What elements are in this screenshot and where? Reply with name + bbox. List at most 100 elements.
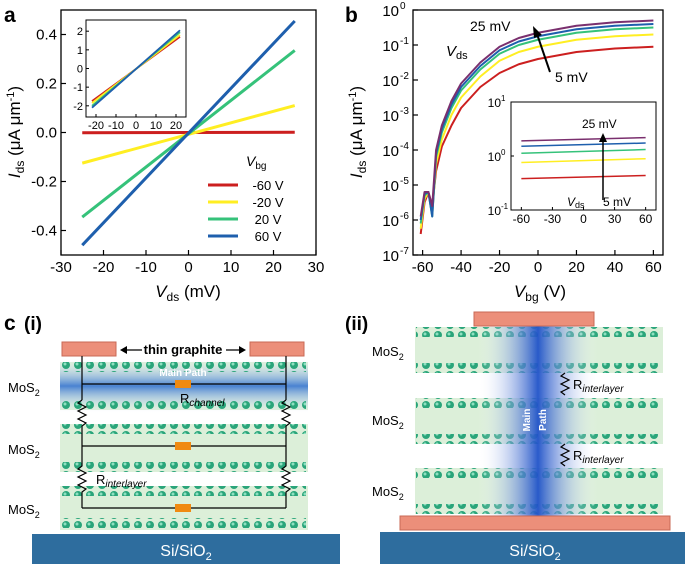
panel-a-series [81, 19, 296, 247]
legend-label: -60 V [252, 178, 283, 193]
ii-mos2-label-1: MoS2 [372, 344, 404, 362]
inset-y-tick-exponent: 0 [501, 148, 506, 157]
mos2-label-3: MoS2 [8, 502, 40, 520]
ii-resistor-2 [559, 443, 571, 467]
x-tick-label: 10 [223, 259, 240, 276]
x-tick-label: 40 [607, 259, 624, 276]
annot-arrowhead [533, 26, 542, 38]
legend-label: 60 V [255, 229, 282, 244]
inset-x-tick-label: -10 [108, 120, 124, 132]
inset-annot-25mv: 25 mV [582, 117, 617, 131]
graphite-left [61, 341, 117, 357]
y-tick-exponent: -7 [400, 246, 409, 257]
panel-label-cii: (ii) [345, 314, 368, 335]
atoms-l1-top [62, 362, 306, 372]
y-tick-label: 10 [382, 178, 399, 195]
thin-graphite-label: thin graphite [144, 342, 223, 357]
inset-series-line [521, 142, 646, 148]
inset-y-tick-label: 0 [77, 64, 83, 76]
inset-y-tick-exponent: 1 [501, 94, 506, 103]
ii-r-interlayer-1: Rinterlayer [573, 377, 624, 395]
ii-mos2-label-2: MoS2 [372, 413, 404, 431]
substrate-ii [380, 532, 685, 564]
x-tick-label: -20 [489, 259, 511, 276]
resistor-channel-2 [175, 442, 191, 450]
y-tick-label: 10 [382, 73, 399, 90]
y-tick-exponent: -4 [400, 141, 409, 152]
panel-label-c: c [4, 312, 16, 335]
inset-series-line [521, 157, 646, 164]
x-tick-label: 30 [308, 259, 325, 276]
mos2-label-1: MoS2 [8, 380, 40, 398]
substrate-label-i: Si/SiO2 [160, 543, 211, 563]
inset-x-tick-label: 0 [580, 212, 587, 226]
inset-b-series [521, 136, 646, 180]
y-tick-exponent: -1 [400, 36, 409, 47]
main-path-vertical: Main [522, 409, 533, 432]
panel-b-ylabel: Ids (μA μm-1) [347, 86, 369, 178]
panel-label-b: b [345, 4, 358, 27]
inset-y-tick-label: 10 [488, 150, 502, 164]
x-tick-label: -20 [93, 259, 115, 276]
inset-y-tick-exponent: -1 [501, 202, 509, 211]
resistor-channel-1 [175, 380, 191, 388]
y-tick-label: 0.2 [36, 76, 57, 93]
graphite-right [249, 341, 305, 357]
y-tick-exponent: -3 [400, 106, 409, 117]
inset-y-tick-label: 2 [77, 26, 83, 38]
graphite-arrowhead-right [239, 346, 246, 354]
panel-a-xlabel: Vds (mV) [155, 282, 221, 304]
ii-mos2-label-3: MoS2 [372, 484, 404, 502]
inset-x-tick-label: 30 [608, 212, 622, 226]
inset-x-tick-label: 60 [639, 212, 653, 226]
main-path-label: Main Path [159, 368, 206, 379]
y-tick-label: 0.0 [36, 125, 57, 142]
atoms-l2-bot [62, 462, 306, 472]
panel-a: a -30 -20 -10 0 10 20 30-0.4-0.20.00.20.4 Vds … [4, 4, 324, 304]
x-tick-label: -30 [50, 259, 72, 276]
panel-a-legend: Vbg -60 V -20 V 20 V 60 V [208, 153, 284, 244]
x-tick-label: 60 [645, 259, 662, 276]
mos2-label-2: MoS2 [8, 442, 40, 460]
main-path-vertical-2: Path [538, 409, 549, 431]
vertical-band [478, 322, 598, 518]
inset-x-tick-label: 10 [150, 120, 162, 132]
panel-label-a: a [4, 4, 16, 27]
annot-arrow [536, 33, 551, 73]
panel-label-ci: (i) [24, 314, 42, 335]
panel-c-i: c (i) thin graphite [4, 312, 340, 564]
y-tick-label: -0.4 [31, 223, 57, 240]
y-tick-exponent: -6 [400, 211, 409, 222]
inset-arrowhead [599, 133, 607, 142]
inset-annot-5mv: 5 mV [603, 195, 631, 209]
y-tick-exponent: 0 [400, 1, 406, 12]
legend-label: 20 V [255, 212, 282, 227]
x-tick-label: 20 [568, 259, 585, 276]
substrate-label-ii: Si/SiO2 [509, 543, 560, 563]
resistor-channel-3 [175, 504, 191, 512]
y-tick-label: 10 [382, 213, 399, 230]
x-tick-label: 0 [534, 259, 542, 276]
legend-title: Vbg [246, 153, 266, 172]
inset-x-tick-label: 20 [170, 120, 182, 132]
inset-y-tick-label: 10 [488, 204, 502, 218]
atoms-l3-top [62, 486, 306, 496]
y-tick-label: 10 [382, 248, 399, 265]
inset-b-frame [510, 101, 657, 211]
inset-x-tick-label: -60 [513, 212, 531, 226]
inset-x-tick-label: -20 [88, 120, 104, 132]
x-tick-label: -40 [450, 259, 472, 276]
graphite-arrowhead-left [120, 346, 127, 354]
ii-r-interlayer-2: Rinterlayer [573, 448, 624, 466]
y-tick-label: 10 [382, 108, 399, 125]
panel-b-series [419, 19, 654, 235]
x-tick-label: -10 [135, 259, 157, 276]
y-tick-label: -0.2 [31, 174, 57, 191]
